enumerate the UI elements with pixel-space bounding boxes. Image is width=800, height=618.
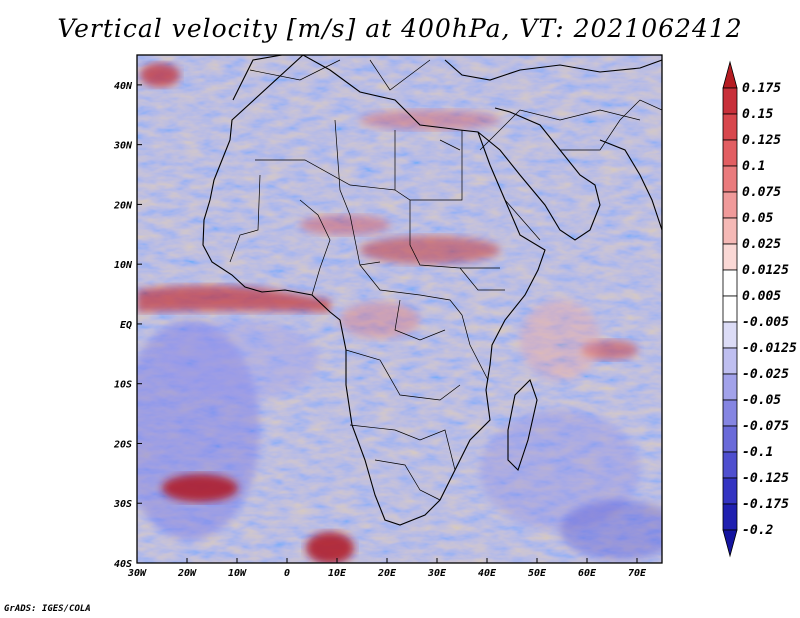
colorbar-label: -0.1 bbox=[742, 445, 773, 460]
colorbar-label: -0.005 bbox=[742, 315, 789, 330]
lat-tick-label: 20S bbox=[113, 439, 132, 450]
colorbar-top-arrow bbox=[722, 60, 738, 89]
colorbar-swatch bbox=[722, 425, 738, 453]
colorbar-label: -0.175 bbox=[742, 497, 789, 512]
colorbar-label: -0.075 bbox=[742, 419, 789, 434]
colorbar-swatch bbox=[722, 373, 738, 401]
lon-tick-label: 50E bbox=[528, 568, 547, 579]
colorbar-label: -0.2 bbox=[742, 523, 773, 538]
colorbar-label: 0.0125 bbox=[742, 263, 789, 278]
map-frame bbox=[136, 54, 663, 564]
colorbar-swatch bbox=[722, 295, 738, 323]
lat-tick-label: 20N bbox=[113, 200, 133, 211]
colorbar-label: 0.025 bbox=[742, 237, 781, 252]
colorbar-label: 0.005 bbox=[742, 289, 781, 304]
colorbar-swatch bbox=[722, 269, 738, 297]
colorbar-label: -0.025 bbox=[742, 367, 789, 382]
colorbar-label: 0.175 bbox=[742, 81, 781, 96]
lon-tick-label: 10W bbox=[228, 568, 247, 579]
colorbar-swatch bbox=[722, 347, 738, 375]
colorbar-bottom-arrow bbox=[722, 529, 738, 558]
colorbar-label: 0.1 bbox=[742, 159, 765, 174]
colorbar-swatch bbox=[722, 399, 738, 427]
colorbar-swatch bbox=[722, 503, 738, 531]
lat-tick-label: 10S bbox=[114, 380, 132, 391]
colorbar-swatch bbox=[722, 451, 738, 479]
colorbar-swatch bbox=[722, 477, 738, 505]
colorbar-swatch bbox=[722, 113, 738, 141]
colorbar-label: -0.125 bbox=[742, 471, 789, 486]
colorbar-swatch bbox=[722, 243, 738, 271]
country-borders bbox=[229, 59, 662, 501]
lon-tick-label: 10E bbox=[328, 568, 347, 579]
lat-tick-label: 30S bbox=[113, 499, 132, 510]
colorbar-swatch bbox=[722, 321, 738, 349]
lat-tick-label: 10N bbox=[114, 260, 133, 271]
chart-title: Vertical velocity [m/s] at 400hPa, VT: 2… bbox=[57, 14, 743, 43]
colorbar-swatch bbox=[722, 87, 738, 115]
lat-tick-label: 30N bbox=[113, 141, 133, 152]
colorbar-label: 0.075 bbox=[742, 185, 781, 200]
lon-tick-label: 20E bbox=[377, 568, 397, 579]
colorbar-label: 0.125 bbox=[742, 133, 781, 148]
credit-label: GrADS: IGES/COLA bbox=[4, 604, 91, 614]
colorbar-swatch bbox=[722, 191, 738, 219]
axis-ticks: 30W 20W 10W 0 10E 20E 30E 40E 50E 60E 70E 40N 30N 20N… bbox=[113, 81, 647, 579]
lon-tick-label: 30W bbox=[127, 568, 147, 579]
colorbar-label: 0.05 bbox=[742, 211, 773, 226]
lon-tick-label: 30E bbox=[427, 568, 447, 579]
lon-tick-label: 40E bbox=[478, 568, 497, 579]
lon-tick-label: 0 bbox=[284, 568, 290, 579]
map-field bbox=[137, 55, 662, 563]
lon-tick-label: 20W bbox=[177, 568, 197, 579]
colorbar-label: 0.15 bbox=[742, 107, 773, 122]
lat-tick-label: 40N bbox=[114, 81, 133, 92]
colorbar-label: -0.05 bbox=[742, 393, 781, 408]
lat-tick-label: 40S bbox=[114, 559, 132, 570]
lon-tick-label: 70E bbox=[628, 568, 647, 579]
colorbar-swatch bbox=[722, 139, 738, 167]
colorbar-swatch bbox=[722, 165, 738, 193]
lon-tick-label: 60E bbox=[578, 568, 597, 579]
coastlines bbox=[202, 55, 662, 526]
colorbar: 0.175 0.15 0.125 0.1 0.075 0.05 0.025 0.0125 0.0… bbox=[722, 60, 797, 558]
lat-tick-label: EQ bbox=[120, 320, 132, 331]
colorbar-label: -0.0125 bbox=[742, 341, 797, 356]
colorbar-swatch bbox=[722, 217, 738, 245]
